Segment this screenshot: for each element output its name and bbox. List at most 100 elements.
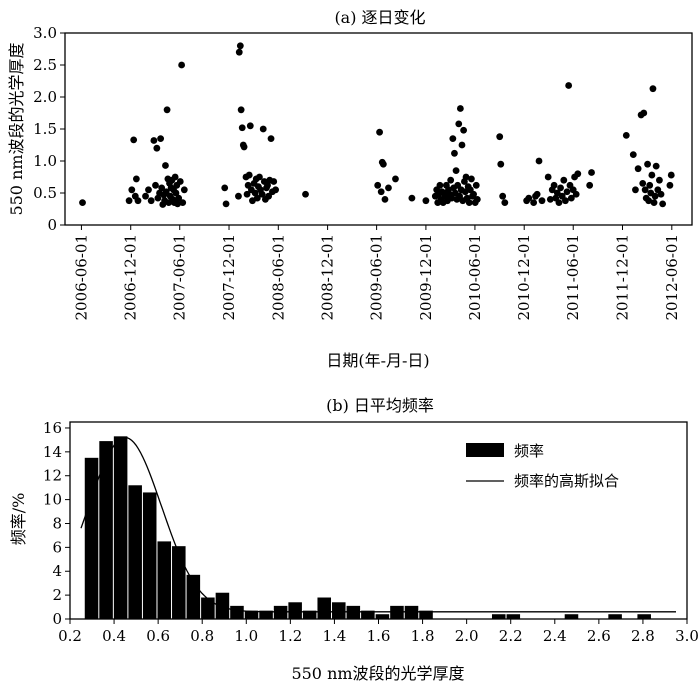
scatter-x-tick-label: 2009-12-01 — [417, 234, 435, 320]
scatter-point — [221, 184, 229, 192]
scatter-point — [134, 197, 142, 205]
scatter-point — [154, 194, 162, 202]
scatter-chart-panel: (a) 逐日变化 550 nm波段的光学厚度 日期(年-月-日) 0 0.5 1.0… — [7, 8, 693, 370]
histogram-x-tick-label: 2.6 — [587, 627, 611, 645]
histogram-bar — [142, 492, 157, 619]
scatter-point — [385, 184, 392, 192]
histogram-bar — [302, 610, 317, 619]
scatter-point — [147, 197, 155, 205]
histogram-plot-frame — [69, 421, 688, 620]
scatter-y-tick-label: 2.5 — [33, 56, 57, 74]
scatter-point — [265, 192, 273, 200]
scatter-point — [657, 190, 665, 198]
scatter-point — [302, 190, 309, 198]
histogram-bar — [215, 592, 230, 619]
scatter-point — [130, 136, 138, 144]
histogram-x-tick-label: 0.4 — [102, 627, 126, 645]
scatter-point — [152, 181, 159, 189]
histogram-y-tick-label: 10 — [43, 491, 62, 509]
histogram-x-tick-label: 2.2 — [499, 627, 523, 645]
scatter-point — [132, 175, 140, 183]
scatter-point — [79, 199, 86, 207]
scatter-point — [174, 200, 181, 208]
scatter-x-tick-label: 2011-06-01 — [564, 234, 582, 320]
scatter-point — [128, 186, 136, 194]
scatter-x-tick-label: 2007-12-01 — [220, 234, 238, 320]
histogram-chart-panel: (b) 日平均频率 频率/% 550 nm波段的光学厚度 0 2 4 6 8 10 12 14… — [9, 396, 699, 683]
histogram-y-tick-label: 8 — [52, 514, 62, 532]
scatter-point — [157, 135, 165, 143]
scatter-point — [240, 143, 248, 151]
histogram-bar — [637, 614, 651, 619]
histogram-x-tick-label: 0.2 — [58, 627, 82, 645]
scatter-point — [270, 178, 278, 185]
scatter-point — [667, 171, 675, 179]
scatter-point — [376, 128, 383, 136]
scatter-point — [253, 194, 261, 202]
scatter-point — [264, 181, 271, 189]
scatter-point — [629, 151, 637, 159]
histogram-x-tick-label: 1.2 — [278, 627, 302, 645]
histogram-y-tick-label: 2 — [52, 586, 62, 604]
histogram-axis-ticks: 0 2 4 6 8 10 12 14 16 0.2 0.4 0.6 0.8 1.0 1.2 1.4 1.6 1.8… — [43, 419, 699, 645]
histogram-y-tick-label: 12 — [43, 467, 62, 485]
scatter-point — [436, 181, 444, 189]
scatter-point — [644, 160, 651, 168]
scatter-point — [472, 181, 480, 189]
histogram-bar — [128, 485, 142, 619]
histogram-bar — [506, 614, 521, 619]
histogram-x-tick-label: 1.6 — [367, 627, 391, 645]
scatter-point — [236, 42, 244, 50]
legend-label-frequency: 频率 — [514, 442, 544, 460]
scatter-point — [238, 124, 246, 132]
scatter-point — [377, 188, 385, 196]
scatter-point — [659, 200, 667, 208]
scatter-point — [455, 120, 463, 128]
scatter-point — [267, 135, 275, 143]
scatter-point — [458, 141, 466, 149]
scatter-y-tick-label: 3.0 — [33, 24, 57, 42]
scatter-y-axis-title: 550 nm波段的光学厚度 — [7, 42, 26, 215]
scatter-point — [553, 189, 561, 197]
scatter-point — [560, 176, 568, 184]
scatter-point — [648, 171, 656, 179]
histogram-bar — [84, 457, 99, 619]
histogram-bar — [230, 605, 244, 619]
scatter-point — [251, 189, 259, 197]
scatter-point — [565, 82, 573, 89]
scatter-point — [544, 173, 552, 181]
scatter-point — [259, 125, 267, 133]
scatter-point — [465, 199, 473, 207]
scatter-point — [153, 144, 161, 152]
scatter-point — [530, 199, 538, 207]
scatter-x-tick-label: 2010-12-01 — [515, 234, 533, 320]
histogram-x-tick-label: 1.8 — [411, 627, 435, 645]
scatter-point — [470, 190, 477, 198]
scatter-point — [408, 194, 416, 202]
scatter-axis-ticks: 0 0.5 1.0 1.5 2.0 2.5 3.0 2006-06-01 2006-12-01 2… — [33, 24, 681, 320]
scatter-point — [374, 181, 382, 189]
histogram-x-axis-title: 550 nm波段的光学厚度 — [291, 664, 464, 683]
scatter-point — [150, 137, 158, 144]
scatter-point — [176, 178, 184, 185]
scatter-chart-title: (a) 逐日变化 — [334, 8, 425, 27]
scatter-point — [563, 188, 571, 196]
histogram-y-axis-title: 频率/% — [9, 493, 28, 546]
scatter-point — [497, 160, 505, 168]
scatter-point — [158, 184, 166, 192]
legend-label-gaussian-fit: 频率的高斯拟合 — [514, 472, 619, 490]
histogram-bars — [84, 436, 651, 619]
scatter-point — [163, 106, 171, 114]
legend-bar-swatch — [466, 443, 504, 457]
histogram-y-tick-label: 16 — [43, 419, 62, 437]
scatter-point — [256, 173, 263, 181]
scatter-point — [422, 197, 430, 205]
scatter-y-tick-label: 1.0 — [33, 152, 57, 170]
scatter-point — [501, 199, 509, 207]
histogram-chart-title: (b) 日平均频率 — [326, 396, 434, 415]
scatter-point — [650, 199, 658, 207]
histogram-y-tick-label: 6 — [52, 538, 62, 556]
gaussian-fit-curve — [80, 436, 676, 613]
scatter-point — [546, 196, 554, 203]
scatter-x-tick-label: 2007-06-01 — [171, 234, 189, 320]
